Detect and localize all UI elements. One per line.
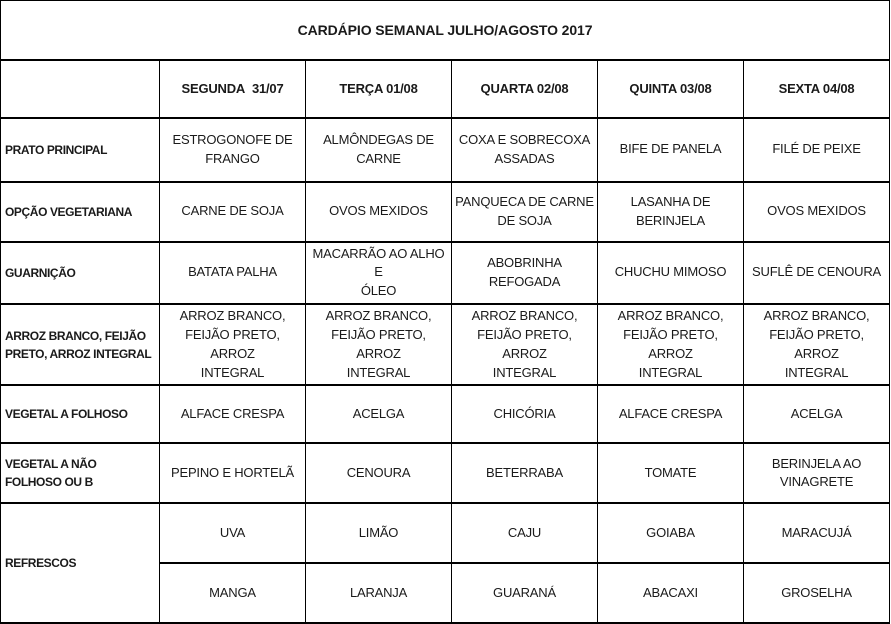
menu-cell: PEPINO E HORTELÃ	[159, 442, 306, 505]
menu-cell: COXA E SOBRECOXA ASSADAS	[451, 116, 598, 183]
menu-cell: LASANHA DE BERINJELA	[597, 180, 744, 243]
menu-cell: ALMÔNDEGAS DE CARNE	[305, 116, 452, 183]
menu-cell: TOMATE	[597, 442, 744, 505]
page-title: CARDÁPIO SEMANAL JULHO/AGOSTO 2017	[0, 0, 891, 61]
day-header-wednesday: QUARTA 02/08	[451, 58, 598, 119]
row-vegetal-nao-folhoso: VEGETAL A NÃO FOLHOSO OU B PEPINO E HORT…	[0, 442, 891, 505]
row-prato-principal: PRATO PRINCIPAL ESTROGONOFE DE FRANGO AL…	[0, 116, 891, 183]
menu-cell: CHUCHU MIMOSO	[597, 240, 744, 306]
menu-cell: CHICÓRIA	[451, 384, 598, 445]
day-header-tuesday: TERÇA 01/08	[305, 58, 452, 119]
menu-cell: OVOS MEXIDOS	[305, 180, 452, 243]
menu-cell: LARANJA	[305, 562, 452, 624]
day-header-row: SEGUNDA 31/07 TERÇA 01/08 QUARTA 02/08 Q…	[0, 58, 891, 119]
day-header-friday: SEXTA 04/08	[742, 58, 891, 119]
menu-cell: BIFE DE PANELA	[597, 116, 744, 183]
menu-cell: MACARRÃO AO ALHO E ÓLEO	[305, 240, 452, 306]
row-refrescos-top: REFRESCOS UVA LIMÃO CAJU GOIABA MARACUJÁ	[0, 502, 891, 624]
menu-cell: SUFLÊ DE CENOURA	[742, 240, 891, 306]
row-label-arroz-feijao: ARROZ BRANCO, FEIJÃO PRETO, ARROZ INTEGR…	[0, 303, 160, 387]
menu-cell: UVA	[159, 502, 306, 565]
header-empty-cell	[0, 58, 160, 119]
menu-cell: BETERRABA	[451, 442, 598, 505]
menu-cell: CARNE DE SOJA	[159, 180, 306, 243]
menu-cell: ARROZ BRANCO, FEIJÃO PRETO, ARROZ INTEGR…	[742, 303, 891, 387]
menu-cell: GUARANÁ	[451, 562, 598, 624]
menu-cell: MARACUJÁ	[742, 502, 891, 565]
row-label-opcao-vegetariana: OPÇÃO VEGETARIANA	[0, 180, 160, 243]
menu-cell: GOIABA	[597, 502, 744, 565]
menu-cell: ARROZ BRANCO, FEIJÃO PRETO, ARROZ INTEGR…	[597, 303, 744, 387]
menu-cell: FILÉ DE PEIXE	[742, 116, 891, 183]
menu-cell: ABOBRINHA REFOGADA	[451, 240, 598, 306]
menu-cell: CAJU	[451, 502, 598, 565]
row-label-refrescos: REFRESCOS	[0, 502, 160, 624]
day-header-thursday: QUINTA 03/08	[597, 58, 744, 119]
menu-cell: LIMÃO	[305, 502, 452, 565]
menu-cell: ACELGA	[742, 384, 891, 445]
row-label-guarnicao: GUARNIÇÃO	[0, 240, 160, 306]
row-label-vegetal-folhoso: VEGETAL A FOLHOSO	[0, 384, 160, 445]
row-label-prato-principal: PRATO PRINCIPAL	[0, 116, 160, 183]
day-header-monday: SEGUNDA 31/07	[159, 58, 306, 119]
row-guarnicao: GUARNIÇÃO BATATA PALHA MACARRÃO AO ALHO …	[0, 240, 891, 306]
menu-cell: MANGA	[159, 562, 306, 624]
menu-cell: ALFACE CRESPA	[159, 384, 306, 445]
menu-cell: ARROZ BRANCO, FEIJÃO PRETO, ARROZ INTEGR…	[159, 303, 306, 387]
menu-cell: ESTROGONOFE DE FRANGO	[159, 116, 306, 183]
menu-cell: ALFACE CRESPA	[597, 384, 744, 445]
row-arroz-feijao: ARROZ BRANCO, FEIJÃO PRETO, ARROZ INTEGR…	[0, 303, 891, 387]
menu-cell: PANQUECA DE CARNE DE SOJA	[451, 180, 598, 243]
row-label-vegetal-nao-folhoso: VEGETAL A NÃO FOLHOSO OU B	[0, 442, 160, 505]
row-vegetal-folhoso: VEGETAL A FOLHOSO ALFACE CRESPA ACELGA C…	[0, 384, 891, 445]
menu-cell: CENOURA	[305, 442, 452, 505]
title-row: CARDÁPIO SEMANAL JULHO/AGOSTO 2017	[0, 0, 891, 61]
menu-cell: ACELGA	[305, 384, 452, 445]
menu-cell: ARROZ BRANCO, FEIJÃO PRETO, ARROZ INTEGR…	[305, 303, 452, 387]
menu-cell: BATATA PALHA	[159, 240, 306, 306]
row-opcao-vegetariana: OPÇÃO VEGETARIANA CARNE DE SOJA OVOS MEX…	[0, 180, 891, 243]
menu-cell: GROSELHA	[742, 562, 891, 624]
menu-cell: ABACAXI	[597, 562, 744, 624]
menu-cell: BERINJELA AO VINAGRETE	[742, 442, 891, 505]
menu-cell: ARROZ BRANCO, FEIJÃO PRETO, ARROZ INTEGR…	[451, 303, 598, 387]
menu-cell: OVOS MEXIDOS	[742, 180, 891, 243]
